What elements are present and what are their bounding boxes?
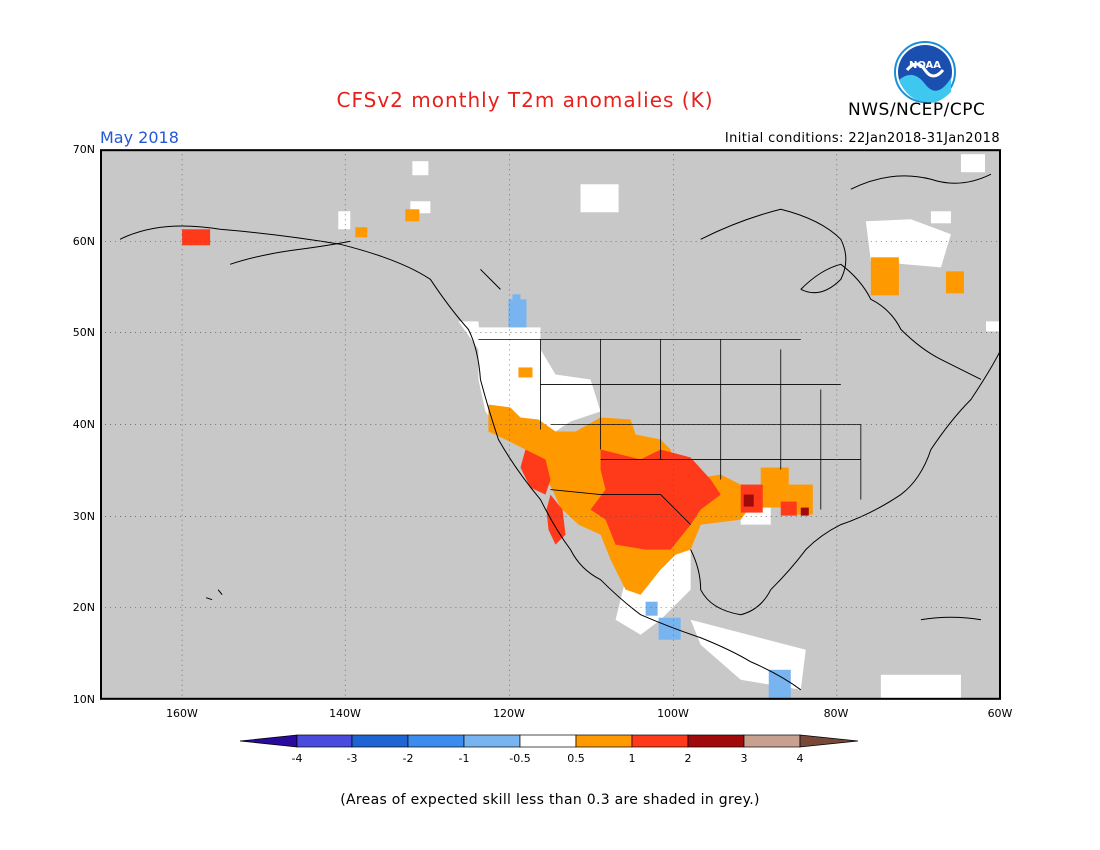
colorbar-seg-lt-minus4	[239, 734, 298, 748]
colorbar-seg-minus1-minus0p5	[463, 734, 521, 748]
colorbar-label-1: 1	[628, 752, 636, 765]
colorbar-seg-0p5-1	[575, 734, 633, 748]
colorbar-label-0p5: 0.5	[567, 752, 585, 765]
lon-label-100w: 100W	[657, 707, 689, 720]
anomaly-2-to-3	[743, 494, 809, 516]
colorbar-label-minus1: -1	[458, 752, 470, 765]
noaa-logo: NOAA	[894, 41, 956, 103]
anomaly-minus1-to-minus0p5	[508, 294, 791, 700]
colorbar-seg-minus4-minus3	[296, 734, 353, 748]
lon-label-80w: 80W	[823, 707, 849, 720]
coastlines	[119, 173, 1001, 691]
map-frame	[100, 149, 1001, 700]
noaa-logo-text: NOAA	[909, 60, 941, 71]
colorbar-seg-near-normal	[519, 734, 577, 748]
skill-note: (Areas of expected skill less than 0.3 a…	[340, 792, 760, 808]
lat-label-10n: 10N	[72, 693, 95, 706]
colorbar-seg-3-4	[743, 734, 801, 748]
colorbar-seg-minus3-minus2	[351, 734, 409, 748]
lat-label-30n: 30N	[72, 510, 95, 523]
lon-label-60w: 60W	[987, 707, 1013, 720]
forecast-month: May 2018	[100, 128, 179, 147]
colorbar-seg-minus2-minus1	[407, 734, 465, 748]
colorbar-label-3: 3	[740, 752, 748, 765]
lon-label-160w: 160W	[166, 707, 198, 720]
initial-conditions: Initial conditions: 22Jan2018-31Jan2018	[724, 131, 1000, 146]
lon-label-140w: 140W	[329, 707, 361, 720]
colorbar	[239, 734, 859, 748]
organization-label: NWS/NCEP/CPC	[848, 100, 986, 120]
colorbar-label-2: 2	[684, 752, 692, 765]
chart-title: CFSv2 monthly T2m anomalies (K)	[336, 88, 714, 112]
lat-label-40n: 40N	[72, 418, 95, 431]
anomaly-map	[100, 149, 1001, 700]
lat-label-20n: 20N	[72, 601, 95, 614]
colorbar-seg-1-2	[631, 734, 689, 748]
lat-label-60n: 60N	[72, 235, 95, 248]
lat-label-50n: 50N	[72, 326, 95, 339]
colorbar-label-minus0p5: -0.5	[509, 752, 531, 765]
colorbar-label-minus2: -2	[402, 752, 414, 765]
graticule	[100, 149, 1001, 700]
lat-label-70n: 70N	[72, 143, 95, 156]
colorbar-label-minus4: -4	[291, 752, 303, 765]
colorbar-label-4: 4	[796, 752, 804, 765]
colorbar-label-minus3: -3	[346, 752, 358, 765]
colorbar-seg-gt-4	[799, 734, 859, 748]
lon-label-120w: 120W	[493, 707, 525, 720]
colorbar-seg-2-3	[687, 734, 745, 748]
